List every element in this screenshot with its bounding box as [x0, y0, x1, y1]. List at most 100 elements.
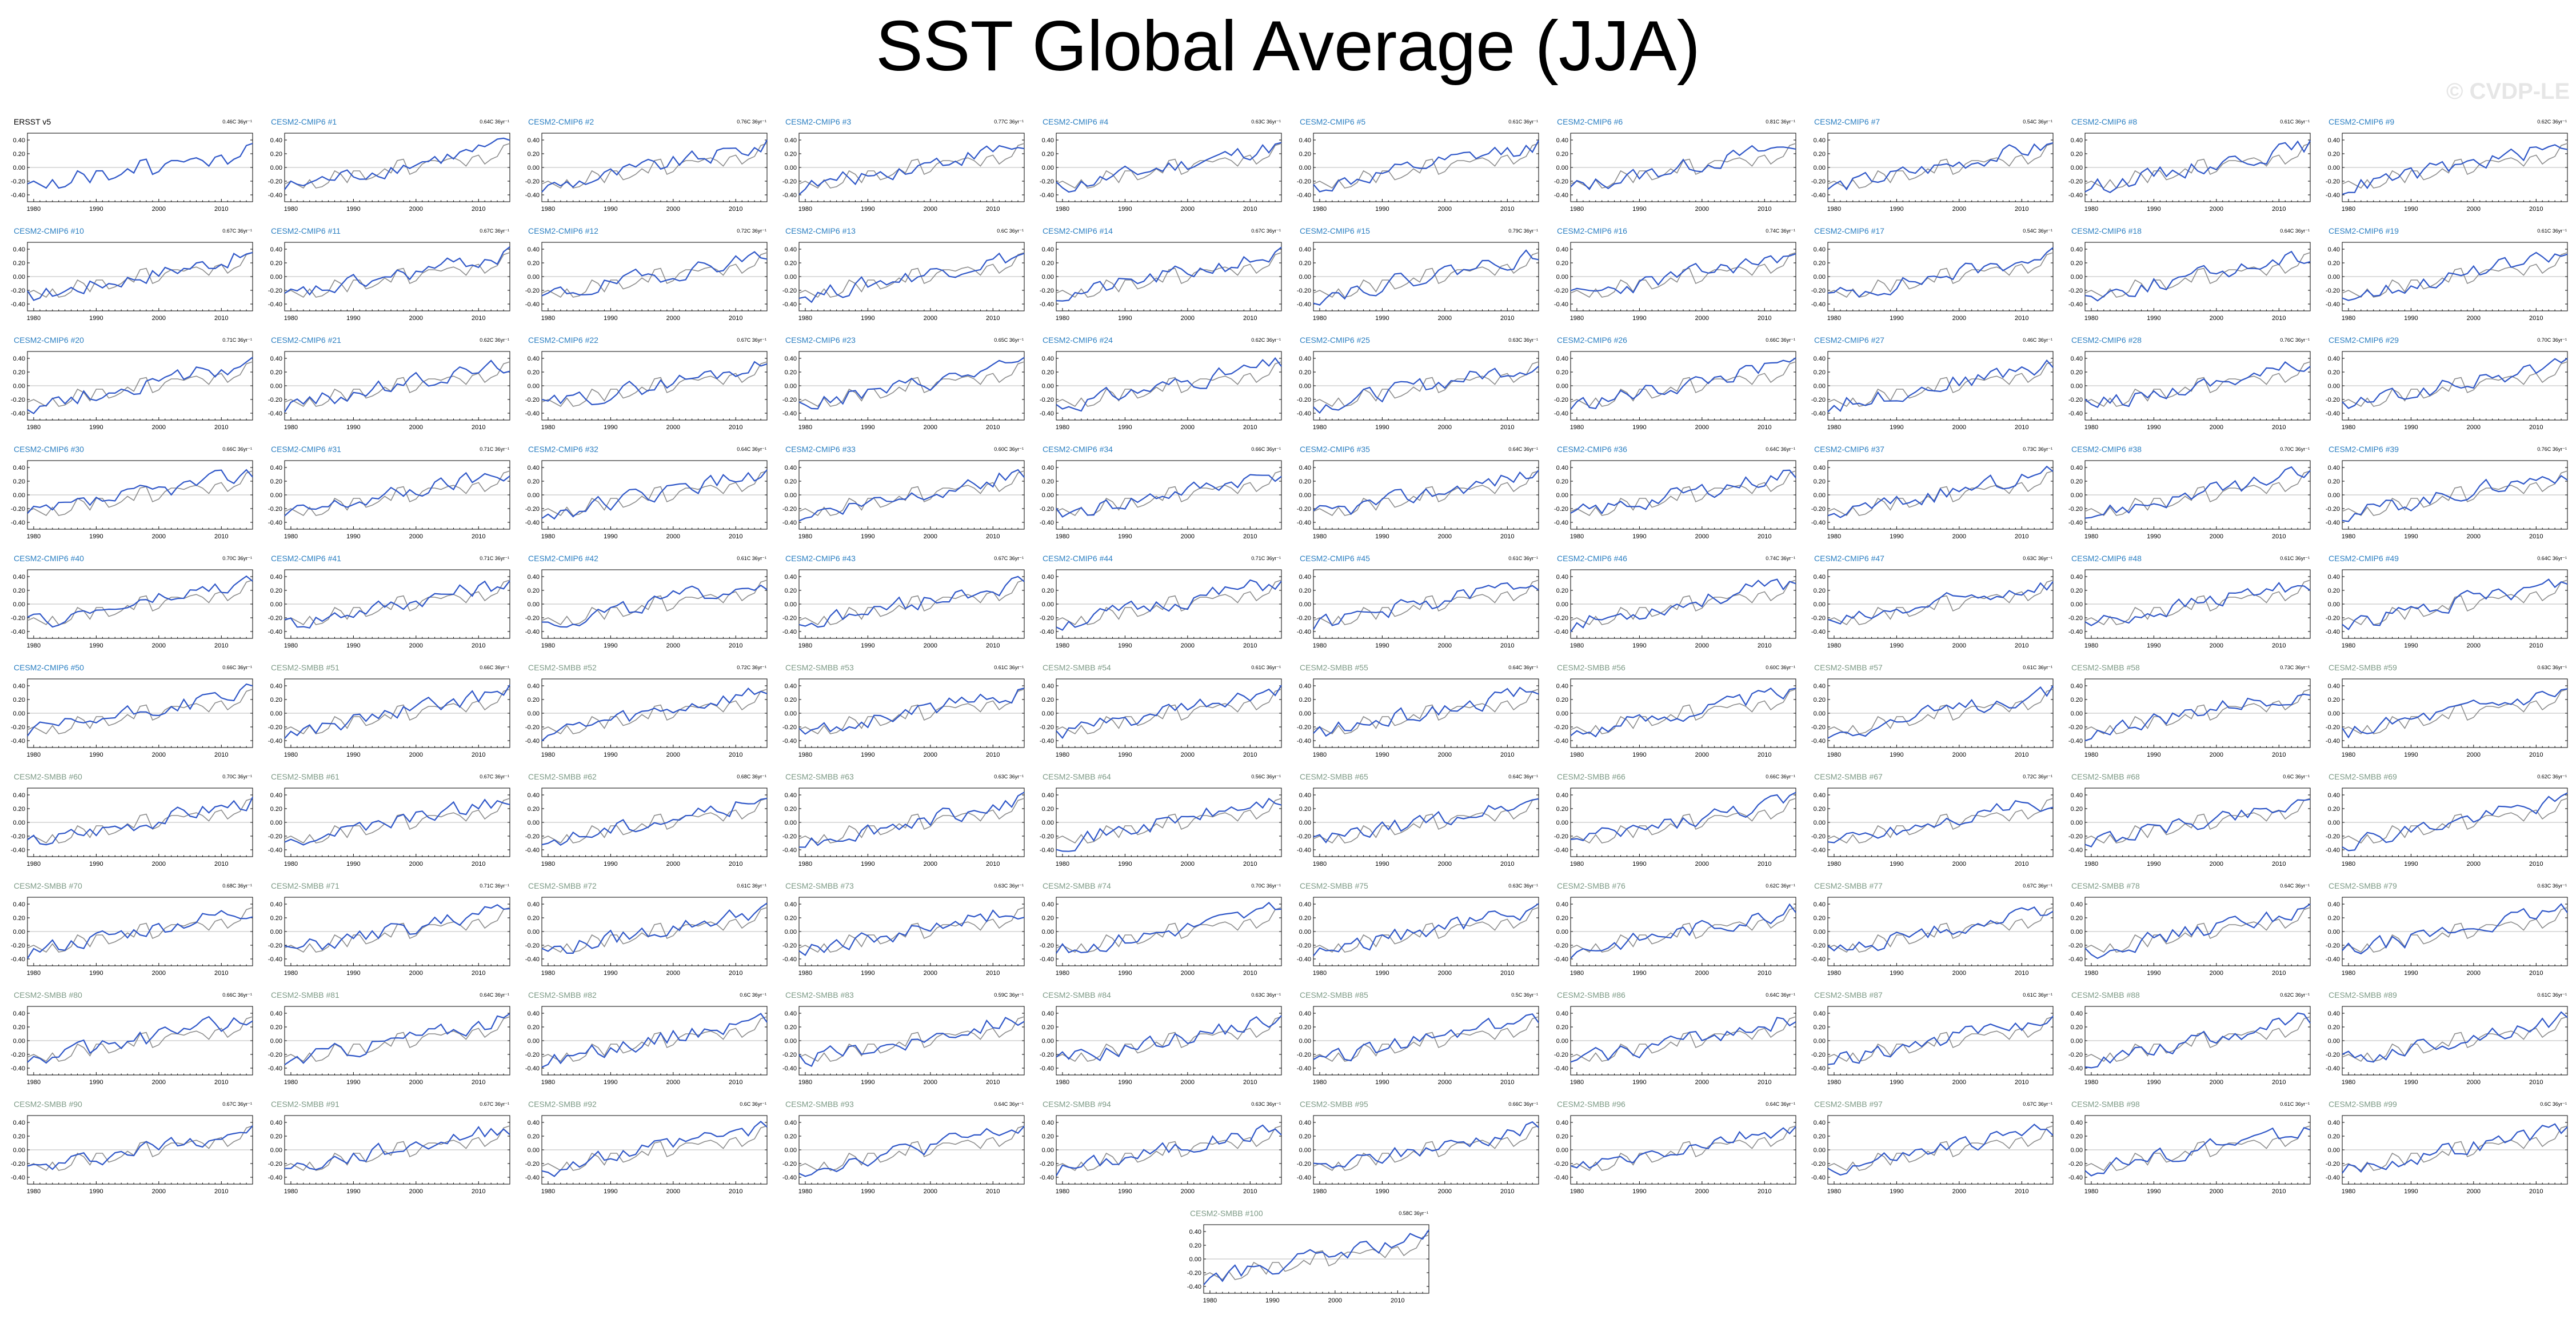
panel-plot: -0.40 -0.20 0.00 0.20 0.40 1980 1990 2000 2010 [1554, 569, 1796, 649]
x-tick-label: 2010 [2015, 533, 2028, 540]
x-tick-label: 2010 [729, 206, 742, 213]
y-tick-label: 0.20 [785, 260, 797, 267]
y-tick-label: -0.40 [268, 847, 282, 854]
panel-trend-label: 0.63C 36yr⁻¹ [2537, 665, 2567, 670]
panel-trend-label: 0.72C 36yr⁻¹ [2023, 774, 2052, 780]
y-tick-label: -0.40 [1811, 738, 1826, 745]
panel-title: CESM2-CMIP6 #17 [1814, 226, 1884, 235]
panel-trend-label: 0.54C 36yr⁻¹ [2023, 119, 2052, 125]
panel-title: CESM2-CMIP6 #48 [2071, 554, 2142, 563]
panel-trend-label: 0.46C 36yr⁻¹ [2023, 337, 2052, 343]
x-tick-label: 2000 [2210, 642, 2223, 649]
panel-title: CESM2-CMIP6 #15 [1300, 226, 1370, 235]
panel-trend-label: 0.61C 36yr⁻¹ [994, 665, 1024, 670]
panel-plot: -0.40 -0.20 0.00 0.20 0.40 1980 1990 2000 2010 [1040, 351, 1282, 431]
panel-title: CESM2-CMIP6 #42 [528, 554, 598, 563]
panel-plot: -0.40 -0.20 0.00 0.20 0.40 1980 1990 2000 2010 [525, 460, 768, 540]
observation-series-line [27, 142, 253, 189]
x-tick-label: 1990 [1632, 315, 1646, 322]
y-tick-label: 0.00 [2328, 710, 2340, 717]
y-tick-label: -0.40 [2326, 519, 2340, 526]
simulation-series-line [1313, 582, 1539, 630]
chart-panel: -0.40 -0.20 0.00 0.20 0.40 1980 1990 2000 2010 ER… [7, 117, 261, 223]
y-tick-label: 0.20 [2071, 806, 2083, 813]
y-tick-label: 0.20 [2328, 697, 2340, 704]
x-tick-label: 1980 [27, 533, 41, 540]
simulation-series-line [27, 797, 253, 846]
x-tick-label: 2000 [1695, 752, 1709, 758]
panel-plot: -0.40 -0.20 0.00 0.20 0.40 1980 1990 2000 2010 [2326, 351, 2568, 431]
y-tick-label: 0.20 [785, 697, 797, 704]
observation-series-line [284, 689, 510, 735]
y-tick-label: -0.20 [525, 724, 540, 731]
panel-title: CESM2-CMIP6 #22 [528, 335, 598, 345]
chart-panel: -0.40 -0.20 0.00 0.20 0.40 1980 1990 2000 2010 CE… [2322, 445, 2576, 550]
panel-title: CESM2-CMIP6 #5 [1300, 117, 1366, 126]
x-tick-label: 1990 [1632, 206, 1646, 213]
y-tick-label: -0.20 [1811, 833, 1826, 840]
observation-series-line [1827, 143, 2054, 189]
y-tick-label: 0.00 [1042, 492, 1054, 499]
panel-trend-label: 0.67C 36yr⁻¹ [737, 337, 766, 343]
y-tick-label: 0.40 [1042, 246, 1054, 253]
panel-title: CESM2-SMBB #57 [1814, 663, 1883, 672]
x-tick-label: 1990 [1632, 861, 1646, 868]
x-tick-label: 2010 [2015, 206, 2028, 213]
y-tick-label: -0.40 [11, 410, 25, 417]
observation-series-line [1570, 798, 1796, 844]
y-tick-label: 0.40 [1299, 355, 1311, 362]
observation-series-line [1827, 252, 2054, 298]
x-tick-label: 1980 [1827, 861, 1841, 868]
chart-panel: -0.40 -0.20 0.00 0.20 0.40 1980 1990 2000 2010 CE… [264, 663, 518, 769]
panel-title: CESM2-CMIP6 #38 [2071, 445, 2142, 454]
x-tick-label: 1980 [1570, 642, 1584, 649]
y-tick-label: 0.00 [1814, 274, 1826, 281]
panel-plot: -0.40 -0.20 0.00 0.20 0.40 1980 1990 2000 2010 [11, 788, 253, 868]
panel-plot: -0.40 -0.20 0.00 0.20 0.40 1980 1990 2000 2010 [1297, 133, 1539, 213]
observation-series-line [541, 470, 768, 517]
x-tick-label: 1990 [89, 752, 103, 758]
chart-panel: -0.40 -0.20 0.00 0.20 0.40 1980 1990 2000 2010 CE… [1550, 881, 1804, 987]
x-tick-label: 2010 [1243, 315, 1257, 322]
y-tick-label: 0.00 [1042, 165, 1054, 171]
x-tick-label: 2000 [1181, 752, 1195, 758]
y-tick-label: -0.20 [1811, 397, 1826, 403]
panel-trend-label: 0.61C 36yr⁻¹ [2537, 228, 2567, 234]
panel-title: CESM2-SMBB #76 [1557, 881, 1626, 890]
y-tick-label: 0.40 [785, 792, 797, 799]
x-tick-label: 1980 [798, 424, 812, 431]
y-tick-label: 0.20 [1299, 587, 1311, 594]
observation-series-line [1056, 361, 1282, 407]
y-tick-label: -0.40 [11, 192, 25, 199]
y-tick-label: -0.40 [11, 519, 25, 526]
x-tick-label: 1990 [861, 533, 874, 540]
panel-trend-label: 0.61C 36yr⁻¹ [2023, 665, 2052, 670]
y-tick-label: 0.00 [270, 274, 282, 281]
y-tick-label: -0.40 [1040, 301, 1054, 308]
x-tick-label: 2000 [666, 642, 680, 649]
y-tick-label: 0.00 [1814, 165, 1826, 171]
x-tick-label: 2010 [2015, 424, 2028, 431]
simulation-series-line [2084, 798, 2311, 848]
y-tick-label: -0.40 [2068, 410, 2083, 417]
observation-series-line [541, 689, 768, 735]
x-tick-label: 1980 [541, 752, 555, 758]
y-tick-label: -0.40 [1811, 301, 1826, 308]
x-tick-label: 1980 [1827, 206, 1841, 213]
y-tick-label: 0.40 [1042, 137, 1054, 144]
simulation-series-line [2342, 358, 2568, 409]
panel-plot: -0.40 -0.20 0.00 0.20 0.40 1980 1990 2000 2010 [782, 678, 1025, 758]
y-tick-label: 0.20 [528, 260, 540, 267]
y-tick-label: 0.40 [2071, 246, 2083, 253]
panel-plot: -0.40 -0.20 0.00 0.20 0.40 1980 1990 2000 2010 [1040, 678, 1282, 758]
y-tick-label: 0.40 [1814, 355, 1826, 362]
y-tick-label: 0.20 [785, 478, 797, 485]
panel-title: CESM2-CMIP6 #41 [271, 554, 341, 563]
panel-title: CESM2-CMIP6 #3 [785, 117, 852, 126]
x-tick-label: 1990 [861, 642, 874, 649]
y-tick-label: 0.00 [1299, 929, 1311, 936]
panel-plot: -0.40 -0.20 0.00 0.20 0.40 1980 1990 2000 2010 [268, 460, 510, 540]
x-tick-label: 1990 [1632, 752, 1646, 758]
y-tick-label: 0.40 [1814, 683, 1826, 690]
x-tick-label: 2000 [1695, 206, 1709, 213]
